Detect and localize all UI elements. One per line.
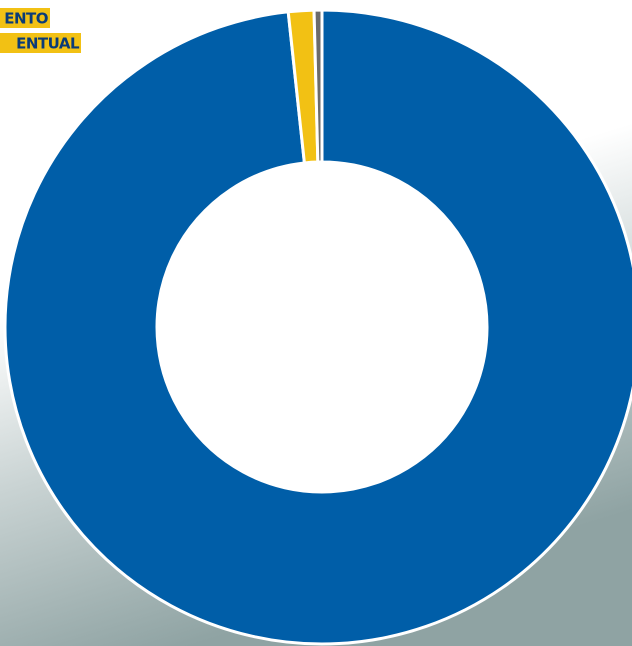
- annotation: ENTO: [4, 10, 48, 28]
- annotation: ENTUAL: [16, 35, 80, 53]
- annotation-highlight: [0, 33, 81, 53]
- donut-slice: [3, 8, 632, 646]
- donut-hole: [158, 163, 486, 491]
- annotation-highlight: [0, 8, 50, 28]
- donut-slice: [312, 8, 324, 164]
